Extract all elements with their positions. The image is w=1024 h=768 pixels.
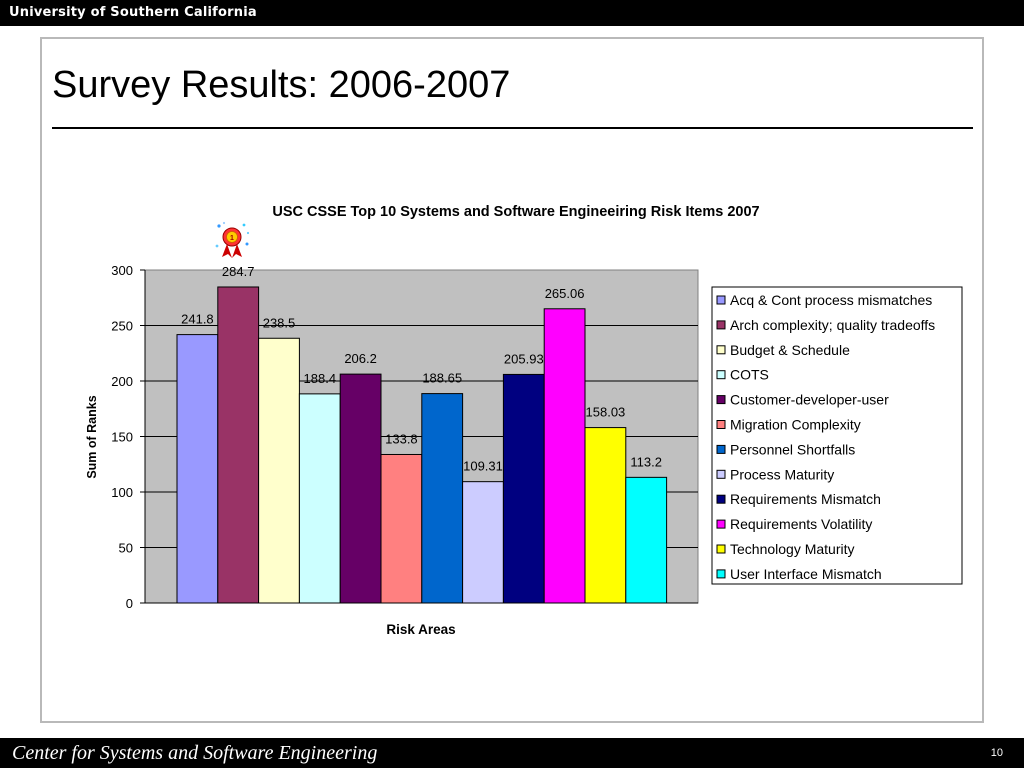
data-label: 284.7 [222,264,255,279]
data-label: 265.06 [545,286,585,301]
legend-entry: Arch complexity; quality tradeoffs [730,317,935,333]
bar-requirements-volatility [543,308,586,604]
legend-entry: Process Maturity [730,466,834,482]
bar-acq-cont-process-mismatches [176,334,219,604]
bar-migration-complexity [380,453,423,604]
bar-requirements-mismatch [502,373,545,604]
bar-budget-schedule [258,337,300,604]
legend-swatch [716,420,726,429]
data-label: 188.4 [304,371,337,386]
data-label: 188.65 [422,371,462,386]
y-tick-label: 0 [126,596,133,611]
svg-text:1: 1 [230,235,234,242]
chart-title: USC CSSE Top 10 Systems and Software Eng… [272,204,759,220]
y-tick-label: 300 [111,263,133,278]
legend-entry: Migration Complexity [730,417,861,433]
x-axis-label: Risk Areas [386,622,455,637]
legend-entry: Requirements Mismatch [730,491,881,507]
legend-entry: Technology Maturity [730,541,855,557]
title-divider [52,127,973,129]
header-bar: University of Southern California [0,0,1024,26]
data-label: 206.2 [344,351,377,366]
data-label: 158.03 [586,405,626,420]
bar-process-maturity [462,481,504,604]
y-tick-label: 100 [111,485,133,500]
bars [176,286,668,604]
center-name: Center for Systems and Software Engineer… [12,742,378,764]
bar-user-interface-mismatch [625,476,668,604]
y-tick-label: 200 [111,374,133,389]
legend-entry: User Interface Mismatch [730,566,882,582]
y-tick-label: 50 [119,541,133,556]
bar-customer-developer-user [339,373,382,604]
legend-swatch [716,494,726,504]
bar-personnel-shortfalls [421,393,464,604]
y-tick-label: 150 [111,430,133,445]
footer-bar: Center for Systems and Software Engineer… [0,738,1024,768]
data-label: 241.8 [181,312,214,327]
legend-swatch [716,569,726,579]
legend-swatch [716,295,726,305]
data-label: 133.8 [385,431,418,446]
data-label: 109.31 [463,459,503,474]
legend-swatch [716,469,726,479]
legend-entry: Acq & Cont process mismatches [730,292,932,308]
legend-entry: Personnel Shortfalls [730,441,855,457]
legend-swatch [716,444,726,454]
legend-swatch [716,320,726,330]
university-name: University of Southern California [9,5,257,20]
legend-entry: Requirements Volatility [730,516,872,532]
legend-swatch [716,345,726,355]
bar-cots [298,393,341,604]
legend-swatch [716,519,726,529]
page-number: 10 [990,747,1003,759]
y-tick-label: 250 [111,319,133,334]
legend-swatch [716,370,726,380]
data-label: 113.2 [630,454,662,469]
legend-swatch [716,544,726,554]
bar-technology-maturity [584,427,627,604]
y-axis-label: Sum of Ranks [85,395,99,478]
slide-title: Survey Results: 2006-2007 [52,64,511,106]
bar-labels: 241.8 284.7 238.5 188.4 206.2 133.8 188.65 109.… [181,264,662,474]
legend-entry: Budget & Schedule [730,342,850,358]
data-label: 205.93 [504,351,544,366]
award-ribbon-icon: 1 [215,221,250,258]
data-label: 238.5 [263,315,296,330]
legend-box [711,286,963,585]
chart-legend: Acq & Cont process mismatches Arch comple… [711,286,963,585]
legend-entry: COTS [730,367,769,383]
legend-entry: Customer-developer-user [730,392,889,408]
bar-arch-complexity-quality-tradeoffs [217,286,260,604]
legend-swatch [716,395,726,405]
